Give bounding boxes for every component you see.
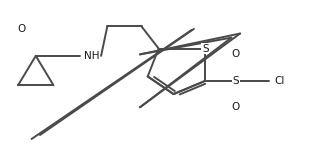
Text: Cl: Cl [275,76,285,86]
Text: S: S [232,76,239,86]
Text: O: O [232,49,240,59]
Text: NH: NH [84,51,100,61]
Text: O: O [232,102,240,112]
Text: S: S [202,44,209,54]
Text: O: O [17,24,25,34]
